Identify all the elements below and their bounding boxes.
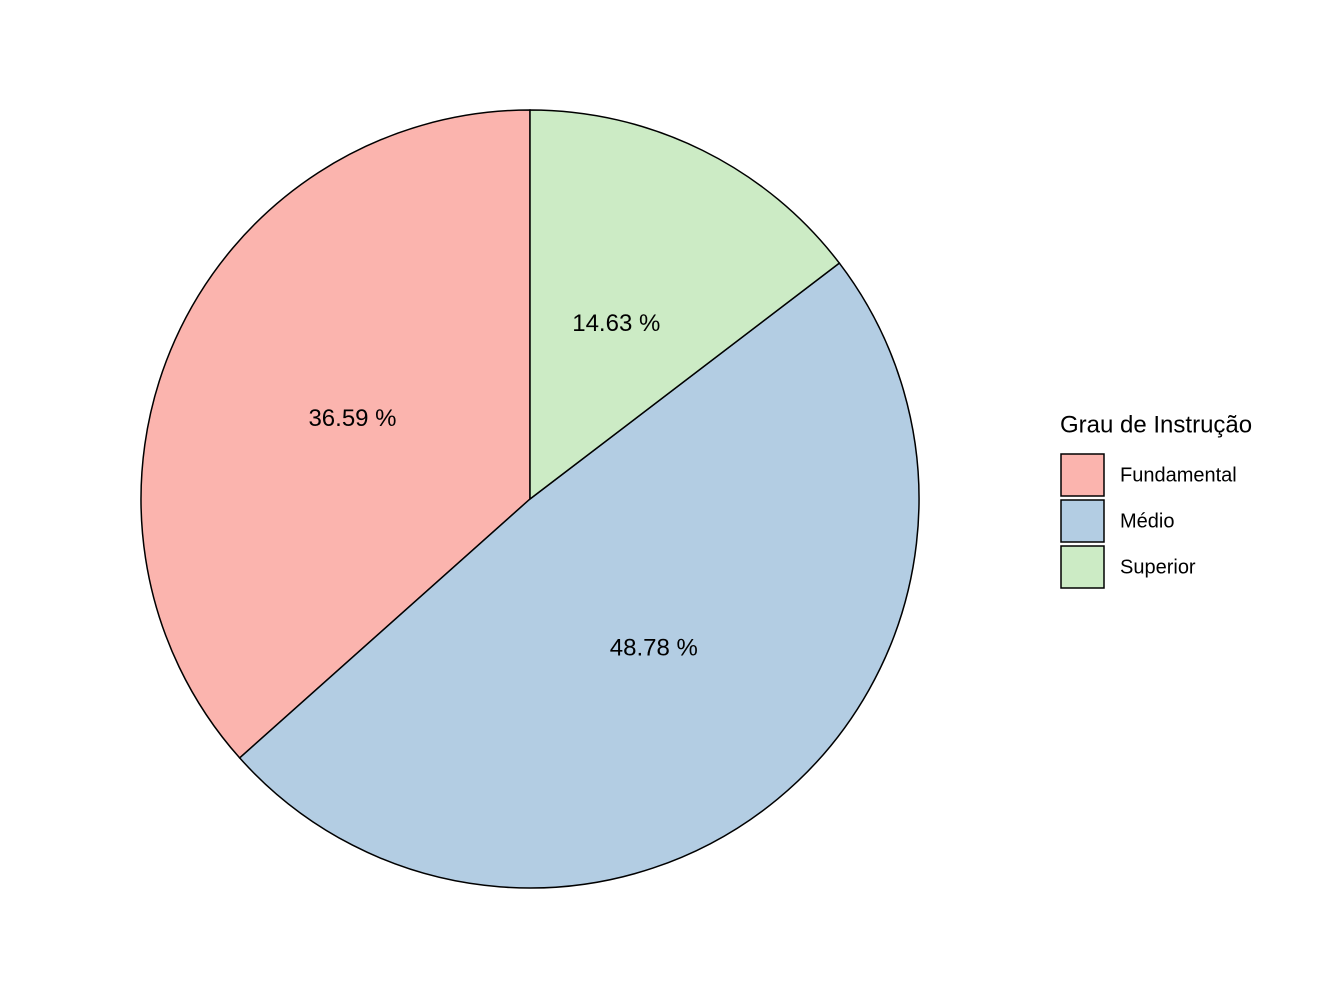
legend-key — [1060, 499, 1105, 543]
legend-key — [1060, 453, 1105, 497]
pie-slice — [238, 262, 920, 889]
pie-slice — [529, 109, 841, 501]
slice-label: 48.78 % — [610, 634, 698, 661]
legend-title: Grau de Instrução — [1060, 411, 1252, 438]
slice-label: 36.59 % — [308, 405, 396, 432]
legend: Grau de Instrução Fundamental Médio Superi… — [1060, 411, 1252, 589]
legend-label: Superior — [1120, 556, 1196, 578]
pie: 36.59 % 48.78 % 14.63 % — [140, 109, 920, 889]
legend-key — [1060, 545, 1105, 589]
legend-label: Fundamental — [1120, 464, 1237, 486]
legend-label: Médio — [1120, 510, 1174, 532]
slice-label: 14.63 % — [572, 310, 660, 337]
pie-slice — [140, 109, 531, 759]
